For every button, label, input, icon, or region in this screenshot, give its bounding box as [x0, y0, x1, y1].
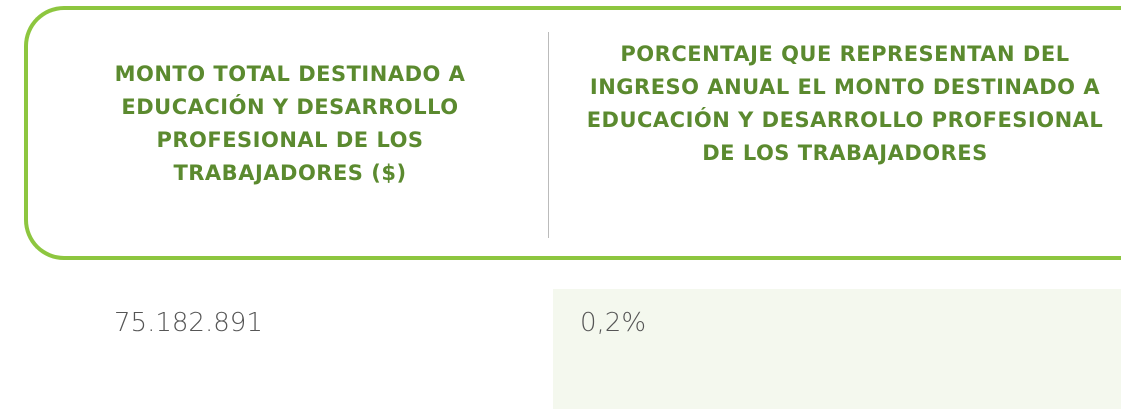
header-cell: PORCENTAJE QUE REPRESENTAN DEL INGRESO A…: [586, 42, 1104, 165]
header-cell: MONTO TOTAL DESTINADO A EDUCACIÓN Y DESA…: [114, 62, 466, 185]
cell: 75.182.891: [114, 308, 263, 338]
cell: 0,2%: [580, 308, 647, 338]
separator: [548, 32, 549, 238]
cell-background: [553, 289, 1121, 409]
header-frame: [24, 6, 1121, 260]
